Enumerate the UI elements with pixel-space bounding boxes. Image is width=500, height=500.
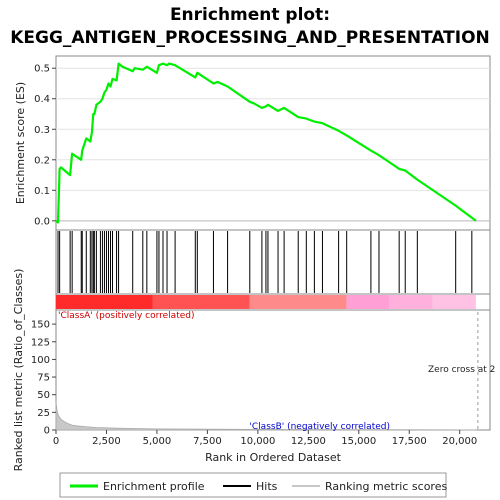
gradient-segment — [56, 295, 153, 309]
chart-title-line2: KEGG_ANTIGEN_PROCESSING_AND_PRESENTATION — [10, 28, 490, 48]
metric-y-tick-label: 50 — [37, 390, 50, 401]
x-tick-label: 10,000 — [240, 436, 275, 447]
chart-title-line1: Enrichment plot: — [170, 5, 330, 25]
classB-label: 'ClassB' (negatively correlated) — [249, 422, 390, 432]
es-y-tick-label: 0.2 — [34, 155, 50, 166]
x-tick-label: 0 — [53, 436, 59, 447]
gradient-segment — [346, 295, 390, 309]
es-y-tick-label: 0.3 — [34, 125, 50, 136]
ranking-metric-series — [55, 401, 477, 431]
legend-box — [59, 472, 447, 498]
metric-y-tick-label: 0 — [44, 426, 50, 437]
metric-y-tick-label: 150 — [31, 320, 50, 331]
metric-y-tick-label: 25 — [37, 408, 50, 419]
x-tick-label: 2,500 — [92, 436, 121, 447]
gradient-segment — [152, 295, 250, 309]
ranking-metric-area — [55, 312, 479, 431]
es-y-tick-label: 0.5 — [34, 64, 50, 75]
es-panel-frame — [55, 55, 491, 231]
es-y-tick-label: 0.1 — [34, 186, 50, 197]
x-tick-label: 7,500 — [193, 436, 222, 447]
x-tick-label: 12,500 — [291, 436, 326, 447]
hit-markers — [57, 231, 473, 293]
es-y-ticks: 0.0 0.1 0.2 0.3 0.4 0.5 — [34, 64, 56, 227]
zero-cross-label: Zero cross at 2 — [428, 365, 495, 375]
legend-item-hits: Hits — [223, 480, 278, 493]
metric-y-tick-label: 75 — [37, 373, 50, 384]
metric-panel-frame — [55, 309, 491, 431]
x-tick-label: 5,000 — [143, 436, 172, 447]
classA-label: 'ClassA' (positively correlated) — [58, 311, 195, 321]
hits-panel-frame — [55, 229, 491, 295]
correlation-gradient-band — [56, 295, 476, 309]
es-y-tick-label: 0.0 — [34, 216, 50, 227]
legend-label-enrichment-profile: Enrichment profile — [103, 480, 205, 493]
es-y-axis-label: Enrichment score (ES) — [14, 82, 27, 204]
gradient-segment — [432, 295, 476, 309]
legend-item-enrichment-profile: Enrichment profile — [70, 480, 205, 493]
es-y-tick-label: 0.4 — [34, 94, 50, 105]
gradient-segment — [249, 295, 347, 309]
x-tick-label: 20,000 — [442, 436, 477, 447]
metric-y-ticks: 0 25 50 75 100 125 150 — [31, 320, 56, 437]
enrichment-profile-series — [55, 62, 477, 224]
x-ticks: 0 2,500 5,000 7,500 10,000 12,500 15,000 17,500… — [53, 430, 477, 447]
metric-y-tick-label: 125 — [31, 337, 50, 348]
x-axis-label: Rank in Ordered Dataset — [205, 451, 342, 464]
legend-label-hits: Hits — [256, 480, 278, 493]
legend-item-ranking-metric: Ranking metric scores — [292, 480, 447, 493]
metric-y-axis-label: Ranked list metric (Ratio_of_Classes) — [12, 269, 25, 472]
metric-y-tick-label: 100 — [31, 355, 50, 366]
x-tick-label: 17,500 — [392, 436, 427, 447]
gradient-segment — [389, 295, 433, 309]
x-tick-label: 15,000 — [341, 436, 376, 447]
legend-label-ranking-metric: Ranking metric scores — [325, 480, 447, 493]
enrichment-profile-line — [55, 62, 477, 224]
